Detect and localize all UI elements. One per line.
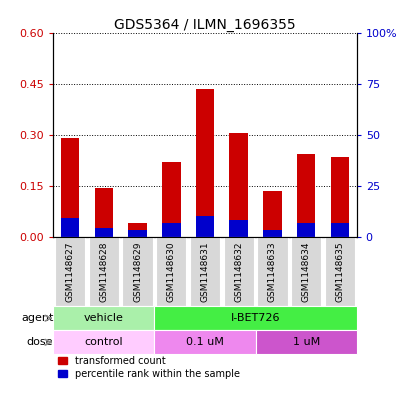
Bar	[296, 223, 315, 237]
Bar	[128, 230, 146, 237]
FancyBboxPatch shape	[290, 237, 321, 306]
FancyBboxPatch shape	[154, 330, 255, 354]
Bar	[94, 228, 113, 237]
Text: agent: agent	[21, 313, 53, 323]
Bar	[162, 223, 180, 237]
FancyBboxPatch shape	[154, 306, 356, 330]
Text: GSM1148635: GSM1148635	[335, 241, 344, 302]
Text: GSM1148630: GSM1148630	[166, 241, 175, 302]
Text: I-BET726: I-BET726	[230, 313, 280, 323]
FancyBboxPatch shape	[53, 330, 154, 354]
Bar	[94, 187, 113, 237]
FancyBboxPatch shape	[156, 237, 186, 306]
Text: GSM1148627: GSM1148627	[65, 241, 74, 302]
FancyBboxPatch shape	[324, 237, 354, 306]
Text: GDS5364 / ILMN_1696355: GDS5364 / ILMN_1696355	[114, 18, 295, 32]
Bar	[61, 138, 79, 237]
Bar	[229, 133, 247, 237]
FancyBboxPatch shape	[256, 237, 287, 306]
Bar	[263, 191, 281, 237]
Bar	[128, 223, 146, 237]
Bar	[61, 218, 79, 237]
Legend: transformed count, percentile rank within the sample: transformed count, percentile rank withi…	[58, 356, 239, 378]
Bar	[195, 89, 214, 237]
Text: GSM1148632: GSM1148632	[234, 241, 243, 302]
Bar	[330, 157, 348, 237]
FancyBboxPatch shape	[88, 237, 119, 306]
Text: dose: dose	[27, 337, 53, 347]
FancyBboxPatch shape	[55, 237, 85, 306]
FancyBboxPatch shape	[122, 237, 153, 306]
Bar	[296, 154, 315, 237]
Text: GSM1148631: GSM1148631	[200, 241, 209, 302]
FancyBboxPatch shape	[223, 237, 253, 306]
Text: control: control	[84, 337, 123, 347]
Text: GSM1148634: GSM1148634	[301, 241, 310, 302]
Bar	[195, 216, 214, 237]
Text: 0.1 uM: 0.1 uM	[186, 337, 223, 347]
Text: GSM1148628: GSM1148628	[99, 241, 108, 302]
Text: 1 uM: 1 uM	[292, 337, 319, 347]
Bar	[330, 223, 348, 237]
Bar	[162, 162, 180, 237]
FancyBboxPatch shape	[189, 237, 220, 306]
Bar	[229, 220, 247, 237]
Text: GSM1148633: GSM1148633	[267, 241, 276, 302]
FancyBboxPatch shape	[53, 306, 154, 330]
Text: GSM1148629: GSM1148629	[133, 241, 142, 302]
Text: vehicle: vehicle	[84, 313, 124, 323]
Bar	[263, 230, 281, 237]
FancyBboxPatch shape	[255, 330, 356, 354]
